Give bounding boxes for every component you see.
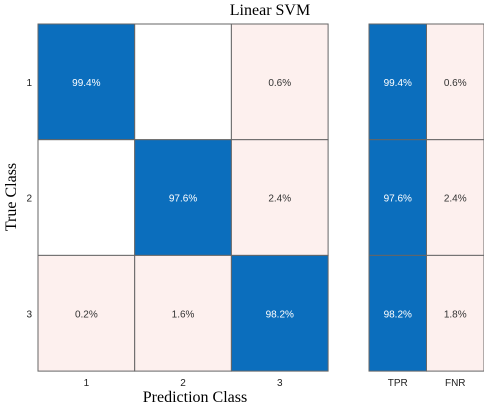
summary-cell-label-r2-tpr: 97.6% <box>384 194 412 205</box>
matrix-cell-label-r3-c2: 1.6% <box>172 309 195 320</box>
x-tick-label-1: 1 <box>84 378 90 389</box>
matrix-cell-r1-c1 <box>37 23 136 141</box>
y-tick-label-1: 1 <box>26 78 32 89</box>
summary-tick-label-fnr: FNR <box>445 378 466 389</box>
summary-matrix: 99.4% 0.6% 97.6% 2.4% 98.2% 1.8% <box>368 23 484 372</box>
summary-tick-label-tpr: TPR <box>388 378 408 389</box>
x-tick-label-3: 3 <box>277 378 283 389</box>
x-tick-label-2: 2 <box>180 378 186 389</box>
matrix-cell-r2-c2 <box>134 139 232 256</box>
summary-cell-label-r1-tpr: 99.4% <box>384 78 412 89</box>
summary-cell-r2-tpr <box>368 139 427 256</box>
chart-title: Linear SVM <box>230 2 310 19</box>
y-tick-label-2: 2 <box>26 194 32 205</box>
y-tick-label-3: 3 <box>26 309 32 320</box>
x-axis-label: Prediction Class <box>143 389 247 406</box>
axes: 1 2 3 1 2 3 TPR FNR <box>26 78 465 389</box>
matrix-cell-r1-c3 <box>230 23 329 141</box>
matrix-cell-r1-c2 <box>134 23 232 141</box>
summary-cell-label-r3-tpr: 98.2% <box>384 309 412 320</box>
summary-cell-label-r2-fnr: 2.4% <box>444 194 467 205</box>
matrix-cell-label-r2-c3: 2.4% <box>268 194 291 205</box>
y-axis-label: True Class <box>3 163 20 231</box>
matrix-cell-r3-c3 <box>230 254 329 372</box>
matrix-cell-label-r3-c1: 0.2% <box>75 309 98 320</box>
summary-cell-r1-tpr <box>368 23 427 141</box>
matrix-cell-r2-c1 <box>37 139 136 256</box>
matrix-cell-label-r1-c1: 99.4% <box>72 78 100 89</box>
matrix-cell-label-r2-c2: 97.6% <box>169 194 197 205</box>
summary-cell-r3-fnr <box>426 254 484 372</box>
summary-cell-label-r1-fnr: 0.6% <box>444 78 467 89</box>
summary-cell-label-r3-fnr: 1.8% <box>444 309 467 320</box>
matrix-cell-r3-c1 <box>37 254 136 372</box>
matrix-cell-label-r1-c3: 0.6% <box>268 78 291 89</box>
matrix-cell-r3-c2 <box>134 254 232 372</box>
matrix-cell-label-r3-c3: 98.2% <box>266 309 294 320</box>
main-matrix: 99.4% 0.6% 97.6% 2.4% 0.2% 1.6% 98.2% <box>37 23 329 372</box>
matrix-cell-r2-c3 <box>230 139 329 256</box>
summary-cell-r1-fnr <box>426 23 484 141</box>
